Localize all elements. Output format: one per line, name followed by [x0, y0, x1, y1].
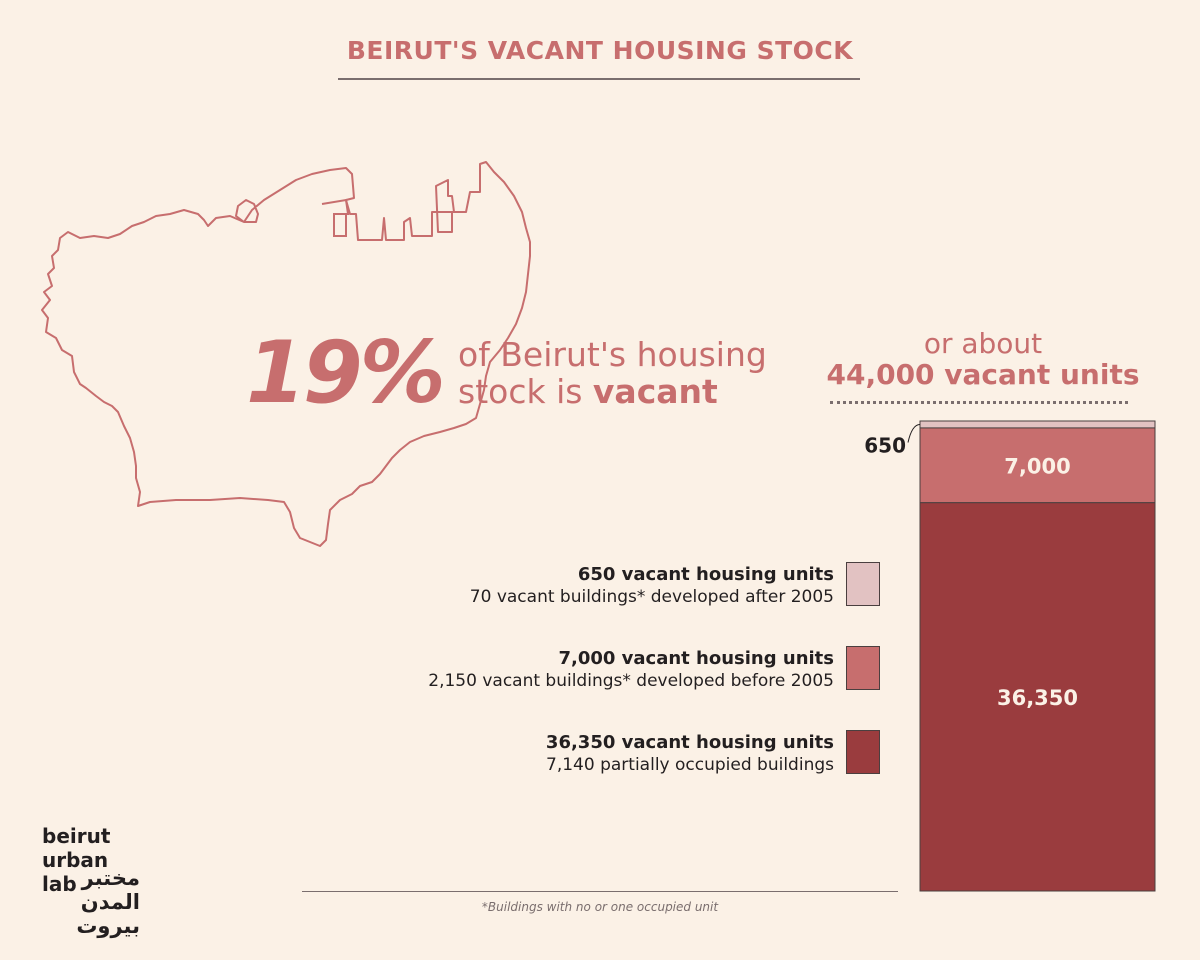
logo-arabic: مختبر المدن بيروت: [76, 866, 140, 938]
logo-ar-line2: المدن: [80, 890, 140, 914]
legend-entry-1: 650 vacant housing units 70 vacant build…: [314, 564, 834, 608]
headline-text: of Beirut's housing stock is vacant: [458, 336, 767, 410]
legend-entry-2: 7,000 vacant housing units 2,150 vacant …: [314, 648, 834, 692]
footnote: *Buildings with no or one occupied unit: [481, 900, 719, 914]
headline-line2-prefix: stock is: [458, 372, 593, 411]
title-underline: [338, 78, 860, 80]
legend-title-2: 7,000 vacant housing units: [558, 648, 834, 669]
legend-title-1: 650 vacant housing units: [577, 564, 834, 585]
beirut-outline-path: [41, 161, 531, 547]
bar-label-2: 7,000: [1004, 454, 1070, 478]
headline-line2-bold: vacant: [592, 372, 718, 411]
bar-segment-2: [919, 427, 1156, 504]
total-callout-line1: or about: [923, 327, 1043, 360]
logo-ar-line3: بيروت: [76, 914, 140, 938]
legend-swatch-1: [846, 562, 880, 606]
page-title: BEIRUT'S VACANT HOUSING STOCK: [346, 36, 854, 65]
dotted-divider: [830, 401, 1128, 404]
logo-line2: urban: [42, 848, 109, 872]
legend-swatch-2: [846, 646, 880, 690]
logo-line3: lab: [42, 872, 77, 896]
legend-subtitle-2: 2,150 vacant buildings* developed before…: [428, 671, 834, 691]
legend-title-3: 36,350 vacant housing units: [545, 732, 834, 753]
bar-label-leader: [907, 423, 921, 443]
footer-rule: [302, 891, 898, 892]
total-callout: or about 44,000 vacant units: [820, 328, 1146, 390]
headline-percent: 19%: [246, 323, 446, 423]
legend-subtitle-1: 70 vacant buildings* developed after 200…: [469, 587, 834, 607]
bar-segment-3: [919, 502, 1156, 892]
logo-line1: beirut: [42, 824, 111, 848]
bar-label-3: 36,350: [997, 686, 1078, 710]
headline-line1: of Beirut's housing: [458, 335, 767, 374]
bar-label-1: 650: [864, 433, 906, 457]
legend-entry-3: 36,350 vacant housing units 7,140 partia…: [314, 732, 834, 776]
legend-swatch-3: [846, 730, 880, 774]
total-callout-line2: 44,000 vacant units: [826, 358, 1140, 391]
beirut-urban-lab-logo: beirut urban lab: [42, 824, 110, 896]
bar-segment-1: [919, 420, 1156, 429]
logo-ar-line1: مختبر: [81, 866, 140, 890]
legend-subtitle-3: 7,140 partially occupied buildings: [546, 755, 834, 775]
beirut-port-detail: [321, 198, 350, 237]
